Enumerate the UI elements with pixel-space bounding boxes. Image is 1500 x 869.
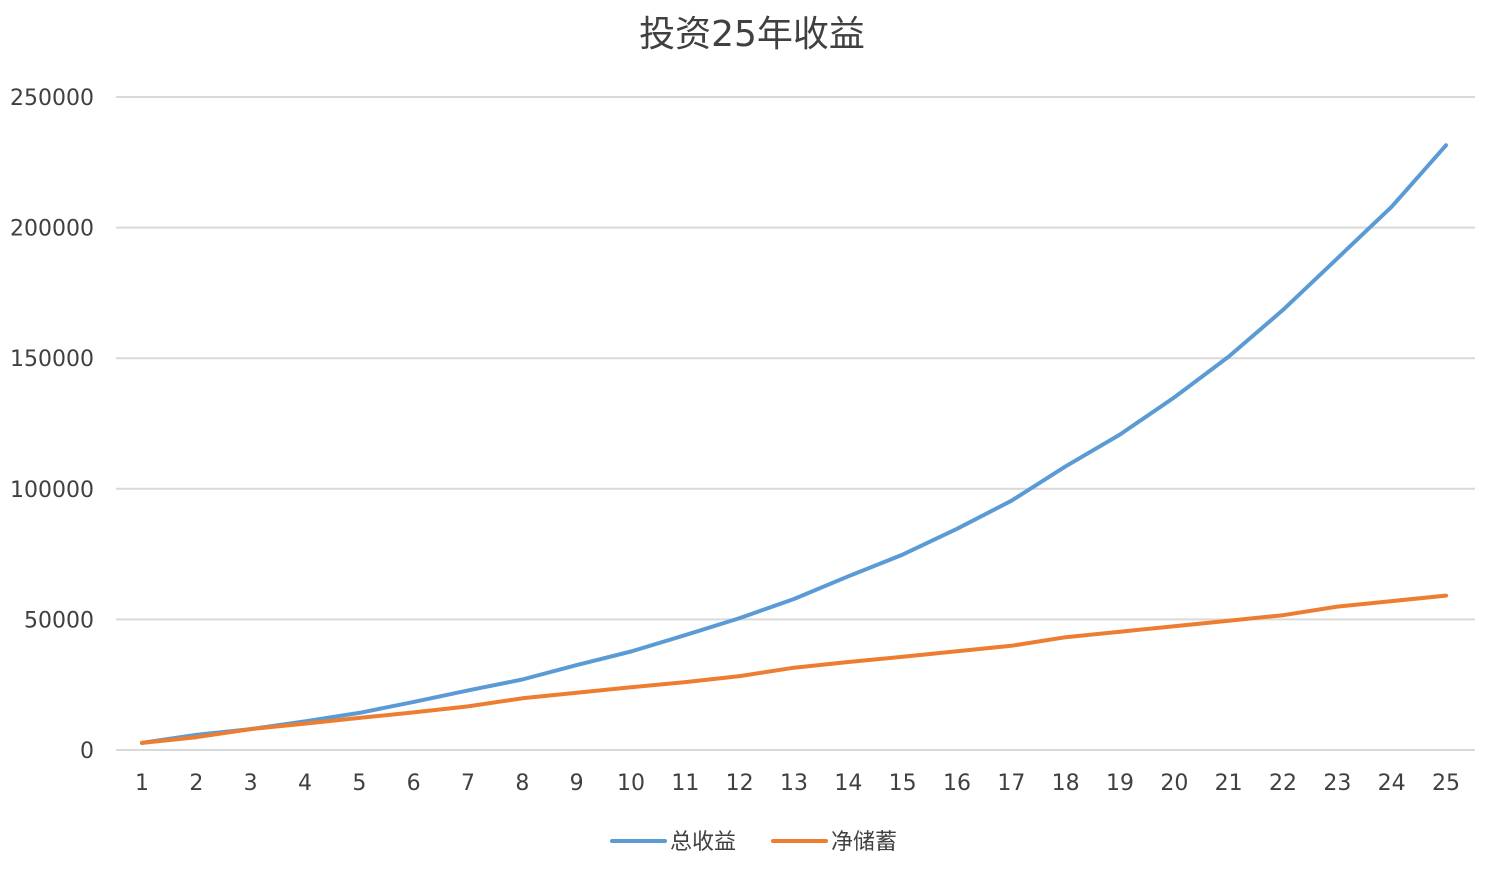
y-tick-label: 100000 <box>10 478 94 503</box>
x-tick-label: 17 <box>997 771 1025 796</box>
x-tick-label: 10 <box>617 771 645 796</box>
x-tick-label: 11 <box>671 771 699 796</box>
gridlines <box>116 96 1475 751</box>
legend-label: 总收益 <box>670 830 736 855</box>
legend-label: 净储蓄 <box>831 830 897 855</box>
x-tick-label: 8 <box>515 771 529 796</box>
x-tick-label: 13 <box>780 771 808 796</box>
x-tick-label: 3 <box>244 771 258 796</box>
x-tick-label: 7 <box>461 771 475 796</box>
x-tick-label: 1 <box>135 771 149 796</box>
y-tick-label: 200000 <box>10 217 94 242</box>
legend: 总收益 净储蓄 <box>610 830 897 855</box>
x-tick-label: 20 <box>1160 771 1188 796</box>
y-tick-label: 150000 <box>10 347 94 372</box>
x-tick-label: 9 <box>570 771 584 796</box>
y-tick-label: 50000 <box>24 608 94 633</box>
x-tick-label: 21 <box>1215 771 1243 796</box>
y-tick-label: 250000 <box>10 86 94 111</box>
x-tick-label: 23 <box>1323 771 1351 796</box>
x-tick-label: 22 <box>1269 771 1297 796</box>
x-tick-label: 4 <box>298 771 312 796</box>
y-tick-label: 0 <box>80 739 94 764</box>
x-tick-label: 25 <box>1432 771 1460 796</box>
x-tick-label: 16 <box>943 771 971 796</box>
legend-item: 净储蓄 <box>771 830 897 855</box>
x-tick-label: 5 <box>352 771 366 796</box>
x-tick-label: 18 <box>1052 771 1080 796</box>
series-line-1 <box>140 143 1448 745</box>
x-tick-label: 19 <box>1106 771 1134 796</box>
y-axis-tick-labels: 0 50000 100000 150000 200000 250000 <box>10 86 94 764</box>
x-tick-label: 14 <box>834 771 862 796</box>
chart-title: 投资25年收益 <box>639 14 865 55</box>
x-tick-label: 2 <box>189 771 203 796</box>
legend-item: 总收益 <box>610 830 736 855</box>
series-line-2 <box>140 593 1448 745</box>
x-axis-tick-labels: 1 2 3 4 5 6 7 8 9 10 11 12 13 14 15 16 17 18 19 20 21 22 23 24 2… <box>135 771 1460 796</box>
x-tick-label: 15 <box>889 771 917 796</box>
series-lines <box>140 143 1448 745</box>
x-tick-label: 6 <box>407 771 421 796</box>
x-tick-label: 12 <box>726 771 754 796</box>
x-tick-label: 24 <box>1378 771 1406 796</box>
